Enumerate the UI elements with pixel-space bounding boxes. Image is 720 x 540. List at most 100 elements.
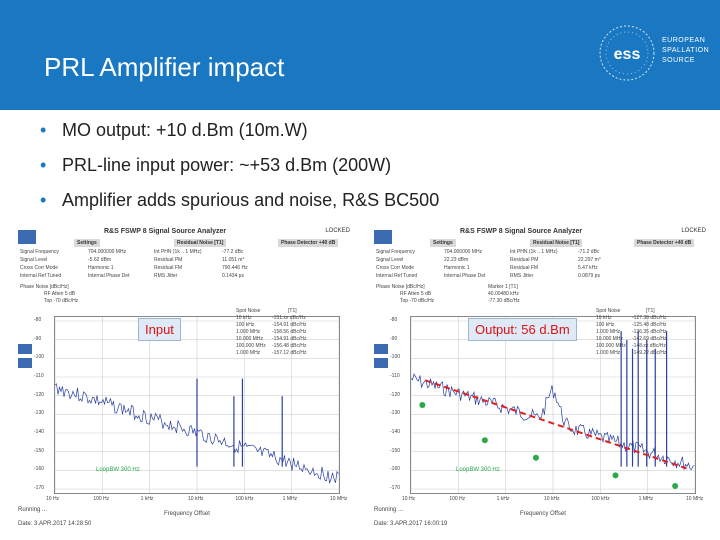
info-row: Residual PM	[154, 257, 182, 263]
status-text: Running ...	[18, 507, 48, 513]
spot-noise-offset: 1.000 MHz	[236, 329, 261, 335]
info-row: Harmonic 1	[88, 265, 114, 271]
locked-indicator: LOCKED	[681, 228, 706, 234]
bullet-text: MO output: +10 d.Bm (10m.W)	[62, 120, 308, 140]
info-label: RMS Jitter	[154, 273, 178, 279]
phase-detector-header: Phase Detector +40 dB	[634, 239, 695, 247]
info-value: -5.62 dBm	[88, 257, 112, 263]
spot-noise-offset: 100 kHz	[236, 322, 255, 328]
logo-mark: ess	[614, 46, 641, 63]
spot-marker	[481, 437, 488, 444]
y-tick-label: -90	[390, 335, 398, 342]
logo-line-1: EUROPEAN	[662, 37, 706, 44]
x-tick-label: 10 kHz	[188, 496, 204, 502]
spot-noise-value: -127.38 dBc/Hz	[632, 315, 667, 321]
trace-top: Top -70 dBc/Hz	[44, 298, 79, 304]
info-label: Residual FM	[510, 265, 539, 271]
marker1-label: Marker 1 [T1]	[488, 284, 518, 290]
marker1-freq: 40.00480 kHz	[488, 291, 519, 297]
window-title: R&S FSWP 8 Signal Source Analyzer	[104, 228, 227, 235]
logo-line-3: SOURCE	[662, 57, 695, 64]
info-row: Cross Corr Mode	[20, 265, 58, 271]
info-row: 0.0879 ps	[578, 273, 600, 279]
trace-atten: RF Atten 5 dB	[400, 291, 432, 297]
spot-marker	[532, 454, 539, 461]
info-row: Internal Phase Det	[444, 273, 485, 279]
info-label: Int PHN (1k .. 1 MHz)	[510, 249, 558, 255]
spot-noise-offset: 1.000 MHz	[236, 350, 261, 356]
y-tick-label: -150	[34, 447, 45, 454]
phase-detector-header: Phase Detector +40 dB	[278, 239, 339, 247]
spot-noise-trace: [T1]	[646, 308, 655, 314]
logo-text: EUROPEAN SPALLATION SOURCE	[662, 36, 709, 66]
info-label: Cross Corr Mode	[376, 265, 415, 271]
info-label: Residual PM	[510, 257, 539, 263]
x-tick-label: 10 MHz	[330, 496, 348, 502]
info-row: 5.47 kHz	[578, 265, 598, 271]
info-row: Internal Phase Det	[88, 273, 129, 279]
trace-header: Phase Noise [dBc/Hz]	[376, 284, 425, 290]
bullet-item: • PRL-line input power: ~+53 d.Bm (200W)	[40, 151, 439, 186]
logo-line-2: SPALLATION	[662, 47, 710, 54]
info-label: Internal Ref Tuned	[376, 273, 418, 279]
info-row: Signal Level	[20, 257, 47, 263]
ess-logo: ess	[599, 25, 655, 81]
info-row: Harmonic 1	[444, 265, 470, 271]
output-phase-noise-screenshot: R&S FSWP 8 Signal Source Analyzer LOCKED…	[370, 226, 710, 532]
y-tick-label: -80	[34, 317, 42, 323]
y-tick-label: -100	[390, 354, 401, 361]
y-tick-label: -130	[34, 410, 45, 417]
info-value: Internal Phase Det	[88, 273, 130, 279]
slide-header: PRL Amplifier impact ess EUROPEAN SPALLA…	[0, 0, 720, 110]
info-value: 704.000000 MHz	[88, 249, 127, 255]
bullet-dot-icon: •	[40, 120, 47, 140]
spot-noise-value: -136.35 dBc/Hz	[632, 329, 667, 335]
info-label: Signal Frequency	[20, 249, 59, 255]
y-tick-label: -140	[34, 429, 45, 435]
spot-noise-value: -157.12 dBc/Hz	[272, 350, 307, 356]
spot-noise-offset: 10.000 MHz	[596, 336, 623, 342]
spot-noise-offset: 100.000 MHz	[596, 343, 626, 349]
info-row: Residual FM	[154, 265, 182, 271]
rs-logo-icon	[18, 230, 36, 244]
info-value: 704.000000 MHz	[444, 249, 483, 255]
info-value: 22.297 m°	[578, 257, 601, 263]
y-tick-label: -110	[34, 373, 44, 379]
noise-slope-annotation	[424, 379, 687, 470]
info-row: Signal Frequency	[20, 249, 59, 255]
spot-noise-offset: 10 kHz	[236, 315, 252, 321]
input-tag: Input	[138, 318, 181, 341]
y-tick-label: -100	[34, 354, 45, 361]
input-phase-noise-screenshot: R&S FSWP 8 Signal Source Analyzer LOCKED…	[14, 226, 354, 532]
info-label: Int PHN (1k .. 1 MHz)	[154, 249, 202, 255]
date-text: Date: 3.APR.2017 14:28:50	[18, 521, 92, 527]
spot-noise-value: -158.56 dBc/Hz	[272, 329, 307, 335]
settings-header: Settings	[430, 239, 456, 247]
info-label: RMS Jitter	[510, 273, 534, 279]
spot-noise-value: -149.22 dBc/Hz	[632, 350, 667, 356]
y-tick-label: -80	[390, 317, 398, 323]
marker1-level: -77.30 dBc/Hz	[488, 298, 520, 304]
info-row: 11.051 m°	[222, 257, 244, 263]
info-row: Residual FM	[510, 265, 538, 271]
info-row: Cross Corr Mode	[376, 265, 414, 271]
spot-noise-value: -148.xx dBc/Hz	[632, 343, 666, 349]
slide-title: PRL Amplifier impact	[44, 52, 285, 82]
x-tick-label: 1 kHz	[496, 496, 510, 502]
spot-noise-value: -151.xx dBc/Hz	[272, 315, 306, 321]
bullet-list: • MO output: +10 d.Bm (10m.W) • PRL-line i…	[40, 116, 439, 221]
trace-indicator-icon	[374, 344, 388, 368]
x-tick-label: 1 kHz	[140, 496, 154, 502]
info-row: 704.000000 MHz	[444, 249, 482, 255]
trace-indicator-icon	[18, 344, 32, 368]
bullet-item: • Amplifier adds spurious and noise, R&S …	[40, 186, 439, 221]
bullet-text: Amplifier adds spurious and noise, R&S B…	[62, 190, 440, 210]
phase-noise-chart	[54, 316, 340, 494]
info-row: Int PHN (1k .. 1 MHz)	[510, 249, 558, 255]
chart-svg	[410, 317, 696, 493]
y-tick-label: -120	[390, 391, 401, 398]
settings-header: Settings	[74, 239, 100, 247]
x-tick-label: 100 Hz	[449, 496, 466, 502]
spot-noise-offset: 100 kHz	[596, 322, 615, 328]
y-tick-label: -160	[390, 466, 401, 473]
